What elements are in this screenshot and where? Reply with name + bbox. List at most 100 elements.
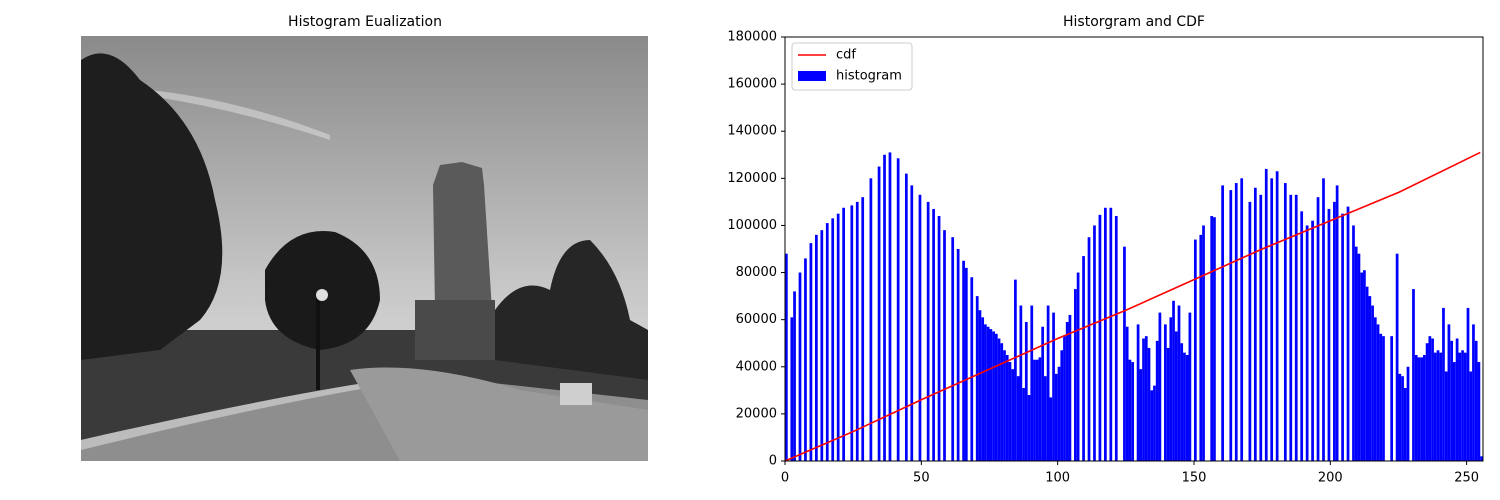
histogram-bar [975, 296, 979, 461]
histogram-bar [1057, 366, 1061, 461]
x-tick-label: 100 [1045, 471, 1070, 486]
histogram-bar [932, 208, 935, 461]
histogram-bar [1123, 246, 1126, 461]
histogram-bar [1033, 359, 1036, 461]
histogram-bar [1472, 324, 1475, 461]
histogram-bar [1030, 305, 1034, 461]
histogram-bar [1046, 305, 1050, 461]
histogram-bar [1174, 331, 1178, 461]
histogram-bar [1210, 216, 1214, 461]
histogram-bar [1357, 253, 1361, 461]
histogram-bar [1365, 286, 1369, 461]
histogram-bar [937, 216, 941, 461]
histogram-bar [943, 230, 946, 461]
histogram-bar [1163, 324, 1167, 461]
histogram-bar [1024, 322, 1028, 461]
histogram-bar [1322, 178, 1325, 462]
histogram-bar [1371, 305, 1374, 461]
legend-label: cdf [836, 48, 856, 63]
histogram-bar [1193, 239, 1197, 461]
histogram-bar [1379, 333, 1383, 461]
histogram-bar [1041, 326, 1045, 461]
histogram-bar [1035, 359, 1039, 461]
histogram-bar [1382, 336, 1385, 461]
histogram-bar [1098, 214, 1102, 461]
histogram-bar [1406, 366, 1410, 461]
histogram-bar [962, 260, 965, 461]
histogram-bar [989, 329, 993, 461]
histogram-bar [1213, 217, 1216, 461]
histogram-bar [804, 258, 807, 461]
histogram-bar [1360, 272, 1364, 461]
histogram-bar [1155, 340, 1159, 461]
y-tick-label: 140000 [727, 124, 777, 139]
histogram-bar [1466, 307, 1470, 461]
histogram-bar [1458, 352, 1462, 461]
histogram-bar [1333, 201, 1336, 461]
image-title: Histogram Eualization [288, 14, 442, 30]
histogram-bar [1076, 272, 1080, 461]
histogram-bar [1183, 352, 1186, 461]
histogram-bar [1327, 208, 1331, 461]
histogram-bar [1294, 194, 1298, 462]
histogram-bar [1444, 371, 1448, 461]
x-tick-label: 150 [1182, 471, 1207, 486]
histogram-bar [1093, 225, 1096, 461]
histogram-bar [997, 338, 1001, 461]
histogram-bar [1011, 369, 1015, 461]
histogram-bar [1373, 317, 1377, 461]
histogram-bar [992, 331, 995, 461]
histogram-bar [1139, 369, 1143, 461]
histogram-bar [1469, 371, 1473, 461]
histogram-bar [1403, 387, 1407, 461]
histogram-bar [1144, 336, 1148, 461]
histogram-bar [869, 178, 873, 462]
histogram-bar [1229, 190, 1233, 461]
histogram-bar [978, 310, 982, 461]
histogram-bar [798, 272, 802, 461]
histogram-bar [1044, 376, 1047, 461]
histogram-bar [1068, 314, 1072, 461]
histogram-bar [951, 237, 955, 461]
histogram-bar [825, 223, 829, 461]
y-tick-label: 120000 [727, 171, 777, 186]
histogram-bar [1283, 183, 1287, 462]
histogram-bar [831, 218, 835, 461]
chart-title: Historgram and CDF [1063, 14, 1205, 30]
histogram-bar [1180, 343, 1184, 461]
histogram-bar [1136, 324, 1140, 461]
histogram-bar [1253, 187, 1257, 461]
histogram-bar [1054, 373, 1058, 461]
y-tick-label: 20000 [736, 406, 777, 421]
y-tick-label: 0 [769, 454, 777, 469]
histogram-bar [1354, 246, 1358, 461]
histogram-bar [1420, 357, 1424, 461]
histogram-bar [836, 213, 840, 461]
histogram-bar [1474, 340, 1478, 461]
histogram-bar [1125, 326, 1129, 461]
histogram-bar [877, 166, 881, 462]
histogram-bar [1014, 279, 1017, 461]
histogram-bar [1128, 359, 1132, 461]
histogram-bar [1022, 387, 1025, 461]
legend-patch [798, 71, 826, 81]
histogram-bar [1264, 168, 1268, 461]
cdf-line [784, 151, 1481, 462]
histogram-bar [1082, 256, 1085, 461]
histogram-bar [1300, 211, 1304, 461]
histogram-bar [861, 197, 865, 461]
y-tick-label: 40000 [736, 359, 777, 374]
histogram-bar [1000, 343, 1004, 461]
histogram-bar [785, 253, 788, 461]
histogram-bar [1104, 207, 1107, 461]
histogram-bar [1341, 213, 1344, 461]
histogram-bar [1480, 456, 1483, 461]
histogram-bar [1027, 395, 1031, 461]
histogram-bar [888, 152, 892, 461]
histogram-bar [1016, 376, 1020, 461]
histogram-bar [994, 333, 998, 461]
histogram-bar [984, 324, 987, 461]
histogram-bar [1150, 390, 1154, 461]
histogram-bar [1177, 305, 1181, 461]
histogram-bar [814, 234, 818, 461]
